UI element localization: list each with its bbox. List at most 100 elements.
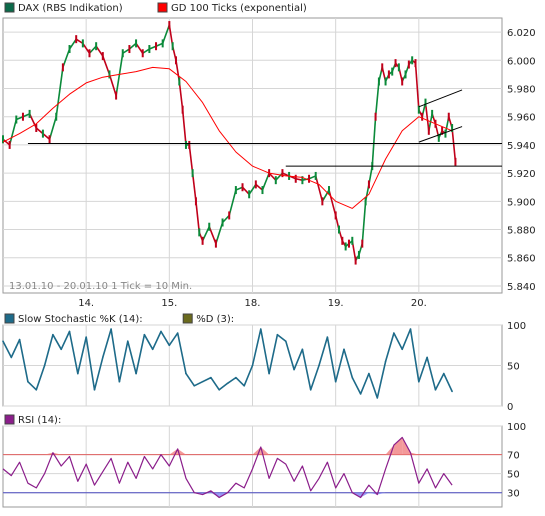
stoch-point <box>52 333 54 336</box>
dax-price-candle <box>281 169 284 178</box>
stoch-legend-swatch <box>182 313 193 324</box>
dax-price-segment <box>108 74 117 96</box>
rsi-overbought-fill <box>177 448 186 455</box>
dax-price-candle <box>75 35 78 44</box>
dax-price-candle <box>161 39 164 48</box>
dax-price-candle <box>387 70 390 79</box>
dax-price-candle <box>431 109 434 118</box>
stoch-legend-label: %D (3): <box>196 314 234 325</box>
rsi-oversold-fill <box>377 492 386 495</box>
stoch-point <box>118 380 121 383</box>
dax-price-candle <box>201 236 204 245</box>
stoch-point <box>143 333 146 336</box>
dax-price-candle <box>55 112 58 121</box>
price-xtick-label: 15. <box>161 298 177 309</box>
dax-price-segment <box>128 42 137 50</box>
dax-price-candle <box>168 21 171 30</box>
price-legend-swatch <box>157 2 168 13</box>
dax-price-candle <box>2 135 4 144</box>
price-xtick-label: 14. <box>78 298 94 309</box>
price-xtick-label: 19. <box>328 298 344 309</box>
dax-price-segment <box>275 172 284 181</box>
dax-price-candle <box>407 60 410 69</box>
stoch-point <box>418 380 420 383</box>
dax-price-segment <box>82 42 91 54</box>
stoch-point <box>68 330 71 333</box>
stoch-point <box>102 356 104 359</box>
dax-price-candle <box>344 242 347 251</box>
dax-price-candle <box>248 190 251 199</box>
dax-price-segment <box>15 115 24 121</box>
dax-price-candle <box>48 135 51 144</box>
dax-price-segment <box>308 175 317 180</box>
dax-price-candle <box>261 186 264 195</box>
stoch-point <box>60 348 63 351</box>
stoch-point <box>284 340 287 343</box>
rsi-overbought-fill <box>44 452 53 455</box>
stoch-point <box>426 356 428 359</box>
price-ytick-label: 6.020 <box>507 28 536 39</box>
stoch-point <box>409 328 412 330</box>
dax-price-candle <box>148 45 151 54</box>
dax-price-candle <box>241 183 244 192</box>
dax-price-segment <box>48 116 57 140</box>
stoch-point <box>110 328 112 330</box>
dax-price-candle <box>414 59 417 68</box>
rsi-legend-swatch <box>4 414 15 425</box>
dax-price-candle <box>61 63 64 72</box>
dax-price-candle <box>454 157 457 166</box>
stoch-point <box>401 348 404 351</box>
dax-price-candle <box>35 124 38 132</box>
dax-price-candle <box>15 115 18 124</box>
price-ytick-label: 5.840 <box>507 282 536 293</box>
dax-price-segment <box>68 38 77 50</box>
dax-price-candle <box>171 42 174 51</box>
stoch-point <box>268 372 270 375</box>
rsi-oversold-fill <box>210 492 220 498</box>
dax-price-segment <box>135 42 144 54</box>
rsi-ytick-label: 50 <box>507 470 520 481</box>
stoch-point <box>168 344 171 347</box>
dax-price-segment <box>371 116 377 167</box>
dax-price-segment <box>374 81 380 117</box>
price-ytick-label: 6.000 <box>507 56 536 67</box>
price-ytick-label: 5.860 <box>507 254 536 265</box>
dax-price-segment <box>295 177 303 181</box>
stoch-point <box>351 376 354 379</box>
dax-price-candle <box>101 52 104 61</box>
dax-price-candle <box>191 169 194 178</box>
stoch-point <box>251 364 254 367</box>
dax-price-segment <box>155 42 163 47</box>
rsi-legend-label: RSI (14): <box>18 415 61 426</box>
stoch-point <box>376 397 379 399</box>
stoch-point <box>434 389 437 391</box>
stoch-point <box>442 372 445 375</box>
price-legend-swatch <box>4 2 15 13</box>
stoch-point <box>160 330 162 333</box>
dax-price-candle <box>95 42 98 51</box>
dax-price-candle <box>181 105 184 114</box>
dax-price-candle <box>28 109 31 118</box>
stoch-point <box>293 368 295 371</box>
dax-price-segment <box>221 214 230 224</box>
stoch-point <box>235 376 237 379</box>
dax-price-candle <box>135 39 138 48</box>
stoch-point <box>384 360 387 363</box>
price-legend-label: DAX (RBS Indikation) <box>18 3 123 14</box>
dax-price-candle <box>308 174 311 183</box>
ema-100-line <box>2 66 453 209</box>
dax-price-candle <box>221 218 224 227</box>
dax-price-candle <box>128 45 131 54</box>
dax-price-candle <box>294 174 297 183</box>
dax-price-candle <box>397 63 400 72</box>
stoch-point <box>359 393 362 395</box>
dax-price-segment <box>235 186 243 191</box>
price-ytick-label: 5.960 <box>507 113 536 124</box>
stoch-point <box>243 384 245 387</box>
rsi-ytick-label: 30 <box>507 489 520 500</box>
stochastic-panel: 0 50 100 Slow Stochastic %K (14): %D (3): <box>2 313 526 413</box>
stoch-point <box>27 380 29 383</box>
rsi-line <box>2 436 453 499</box>
dax-price-segment <box>228 189 237 216</box>
